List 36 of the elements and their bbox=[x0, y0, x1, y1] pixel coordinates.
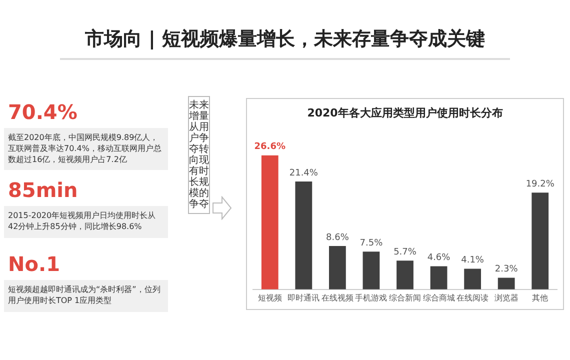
x-tick-label: 浏览器 bbox=[494, 293, 518, 302]
data-label: 21.4% bbox=[289, 168, 318, 178]
bar bbox=[261, 155, 278, 290]
bar bbox=[464, 268, 481, 290]
x-tick-label: 在线视频 bbox=[321, 293, 354, 302]
text: 85min bbox=[8, 178, 78, 202]
x-tick-label: 即时通讯 bbox=[288, 293, 320, 302]
data-label: 26.6% bbox=[254, 142, 286, 152]
x-tick-label: 短视频 bbox=[258, 293, 282, 302]
bar bbox=[295, 182, 312, 290]
x-tick-label: 综合商城 bbox=[422, 293, 455, 302]
text: 70.4% bbox=[8, 100, 78, 124]
data-label: 7.5% bbox=[360, 238, 384, 248]
text: 未来增量从用户争夺转向现有时长规模的争夺 bbox=[189, 100, 209, 210]
data-label: 8.6% bbox=[326, 232, 350, 243]
bar bbox=[329, 246, 346, 290]
chart-subtitle: 2020年各大应用类型用户使用时长分布 bbox=[307, 106, 503, 120]
data-label: 2.3% bbox=[494, 264, 518, 275]
data-label: 5.7% bbox=[394, 248, 417, 258]
x-tick-label: 在线阅读 bbox=[456, 293, 489, 302]
x-tick-label: 手机游戏 bbox=[355, 293, 388, 302]
text: 短视频超越即时通讯成为“杀时利器”，位列用户使用时长TOP 1应用类型 bbox=[4, 280, 168, 312]
text: No.1 bbox=[8, 252, 60, 276]
bar bbox=[532, 192, 549, 290]
text: 2015-2020年短视频用户日均使用时长从42分钟上升85分钟，同比增长98.6% bbox=[4, 206, 168, 238]
bar bbox=[430, 266, 448, 290]
chart-title: 市场向 | 短视频爆量增长，未来存量争夺成关键 bbox=[84, 27, 486, 52]
x-tick-label: 其他 bbox=[532, 293, 548, 302]
data-label: 19.2% bbox=[526, 179, 555, 190]
data-label: 4.6% bbox=[427, 253, 451, 264]
data-label: 4.1% bbox=[461, 256, 484, 266]
x-tick-label: 综合新闻 bbox=[389, 293, 421, 302]
bar bbox=[498, 278, 515, 290]
bar bbox=[396, 260, 414, 290]
text: 截至2020年底，中国网民规模9.89亿人，互联网普及率达70.4%，移动互联网用户总数超过16亿，短视频用户占7.2亿 bbox=[4, 128, 168, 170]
bar bbox=[362, 252, 380, 290]
